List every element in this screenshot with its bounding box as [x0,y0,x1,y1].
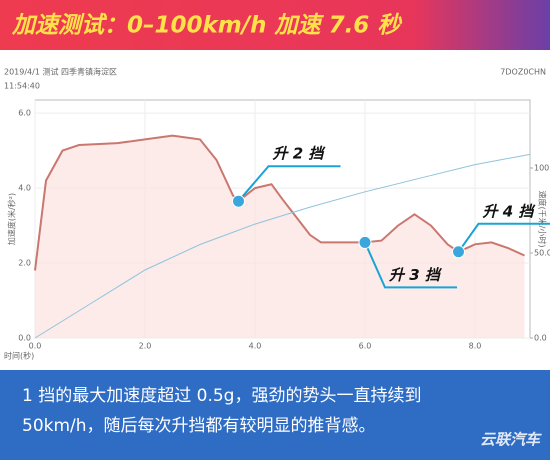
shift-point [359,236,371,248]
shift-label: 升 2 挡 [272,145,327,163]
x-tick-label: 2.0 [139,342,152,351]
shift-point [233,195,245,207]
y-axis-label: 加速度(米/秒²) [7,193,17,245]
watermark: 云联汽车 [480,431,542,449]
x-tick-label: 4.0 [249,342,262,351]
y-tick-label: 2.0 [18,259,31,268]
y-tick-label: 4.0 [18,184,31,193]
caption-line: 50km/h，随后每次升挡都有较明显的推背感。 [22,416,376,436]
y2-tick-label: 50.0 [534,249,550,258]
shift-label: 升 3 挡 [388,266,443,284]
y2-tick-label: 0.0 [534,334,547,343]
caption-band [0,370,550,460]
y-tick-label: 6.0 [18,109,31,118]
shift-point [453,246,465,258]
caption-line: 1 挡的最大加速度超过 0.5g，强劲的势头一直持续到 [22,386,421,406]
x-tick-label: 0.0 [29,342,42,351]
x-tick-label: 6.0 [359,342,372,351]
y2-tick-label: 100.0 [534,164,550,173]
y2-axis-label: 速度(千米/小时) [538,191,548,248]
header-time: 11:54:40 [4,82,40,91]
header-left: 2019/4/1 测试 四季青镇海淀区 [4,67,117,77]
shift-label: 升 4 挡 [482,202,537,220]
chart-title: 加速测试：0–100km/h 加速 7.6 秒 [11,13,402,39]
x-axis-label: 时间(秒) [4,351,34,361]
header-right: 7DOZ0CHN [500,68,546,77]
x-tick-label: 8.0 [469,342,482,351]
